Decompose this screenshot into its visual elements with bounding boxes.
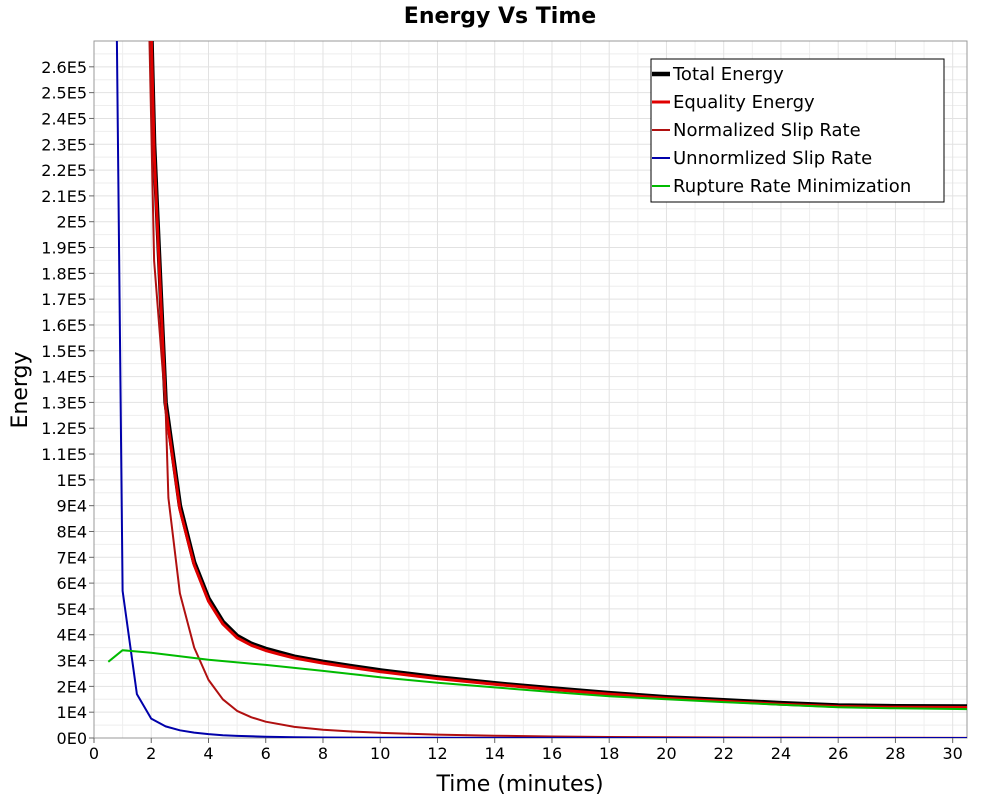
y-tick-label: 2.6E5 xyxy=(41,58,87,77)
y-tick-label: 3E4 xyxy=(57,652,87,671)
y-tick-label: 1.4E5 xyxy=(41,368,87,387)
x-tick-label: 8 xyxy=(318,744,328,763)
y-tick-label: 8E4 xyxy=(57,522,87,541)
y-axis-ticks: 0E0 1E4 2E4 3E4 4E4 5E4 6E4 7E4 8E4 9E4 1E5 1.1E5 1.… xyxy=(41,58,94,748)
y-tick-label: 2.3E5 xyxy=(41,135,87,154)
y-tick-label: 0E0 xyxy=(57,729,87,748)
x-tick-label: 28 xyxy=(885,744,905,763)
y-tick-label: 7E4 xyxy=(57,548,87,567)
series-line-unnormlized-slip-rate xyxy=(115,41,967,738)
series-line-rupture-rate-minimization xyxy=(107,649,967,711)
x-tick-label: 24 xyxy=(771,744,791,763)
y-tick-label: 1.7E5 xyxy=(41,290,87,309)
legend-box xyxy=(650,58,945,203)
y-axis-label: Energy xyxy=(8,351,33,428)
x-tick-label: 22 xyxy=(714,744,734,763)
series-lines xyxy=(107,41,967,738)
x-tick-label: 0 xyxy=(89,744,99,763)
y-tick-label: 2.1E5 xyxy=(41,187,87,206)
y-tick-label: 2.2E5 xyxy=(41,161,87,180)
y-tick-label: 2.5E5 xyxy=(41,84,87,103)
x-tick-label: 26 xyxy=(828,744,848,763)
x-tick-label: 14 xyxy=(485,744,505,763)
x-tick-label: 10 xyxy=(370,744,390,763)
x-tick-label: 16 xyxy=(542,744,562,763)
x-tick-label: 12 xyxy=(427,744,447,763)
x-tick-label: 30 xyxy=(943,744,963,763)
y-tick-label: 1.5E5 xyxy=(41,342,87,361)
chart-legend: Total Energy Equality Energy Normalized Sl… xyxy=(650,58,945,203)
y-tick-label: 5E4 xyxy=(57,600,87,619)
y-tick-label: 1.2E5 xyxy=(41,419,87,438)
x-tick-label: 6 xyxy=(261,744,271,763)
y-tick-label: 1.6E5 xyxy=(41,316,87,335)
legend-label: Total Energy xyxy=(672,64,784,85)
x-tick-label: 4 xyxy=(203,744,213,763)
y-tick-label: 2E4 xyxy=(57,677,87,696)
grid-lines xyxy=(93,41,967,739)
legend-label: Rupture Rate Minimization xyxy=(673,176,911,197)
legend-label: Equality Energy xyxy=(673,92,815,113)
y-tick-label: 9E4 xyxy=(57,497,87,516)
y-tick-label: 4E4 xyxy=(57,626,87,645)
y-tick-label: 1.8E5 xyxy=(41,264,87,283)
y-tick-label: 1E4 xyxy=(57,703,87,722)
y-tick-label: 1E5 xyxy=(57,471,87,490)
chart-title: Energy Vs Time xyxy=(404,4,596,29)
legend-label: Unnormlized Slip Rate xyxy=(673,148,872,169)
x-tick-label: 2 xyxy=(146,744,156,763)
legend-label: Normalized Slip Rate xyxy=(673,120,861,141)
y-tick-label: 2.4E5 xyxy=(41,109,87,128)
x-tick-label: 18 xyxy=(599,744,619,763)
y-tick-label: 2E5 xyxy=(57,213,87,232)
y-tick-label: 1.1E5 xyxy=(41,445,87,464)
y-tick-label: 1.3E5 xyxy=(41,393,87,412)
y-tick-label: 1.9E5 xyxy=(41,239,87,258)
x-axis-ticks: 0 2 4 6 8 10 12 14 16 18 20 22 24 26 28 30 xyxy=(89,738,963,763)
x-tick-label: 20 xyxy=(656,744,676,763)
x-axis-label: Time (minutes) xyxy=(435,772,603,797)
y-tick-label: 6E4 xyxy=(57,574,87,593)
